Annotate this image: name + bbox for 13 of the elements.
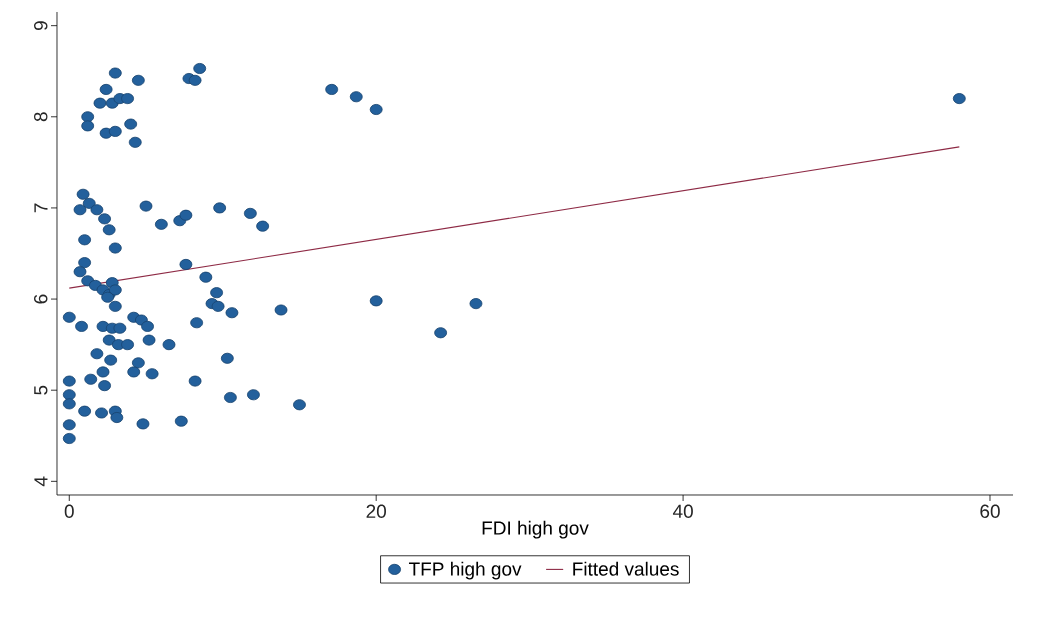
y-tick-label: 5 [34,385,48,395]
x-axis-title: FDI high gov [482,520,589,539]
y-tick-label: 8 [34,112,48,122]
legend-label: TFP high gov [408,561,522,580]
x-tick-label: 20 [366,504,386,518]
x-tick-label: 60 [980,504,1000,518]
y-tick-label: 7 [34,203,48,213]
legend-label: Fitted values [573,561,679,576]
y-tick-label: 4 [34,476,48,487]
x-tick-label: 40 [672,504,693,518]
y-tick-label: 6 [34,294,48,304]
x-tick-label: 0 [64,504,74,518]
y-tick-label: 9 [34,21,48,31]
